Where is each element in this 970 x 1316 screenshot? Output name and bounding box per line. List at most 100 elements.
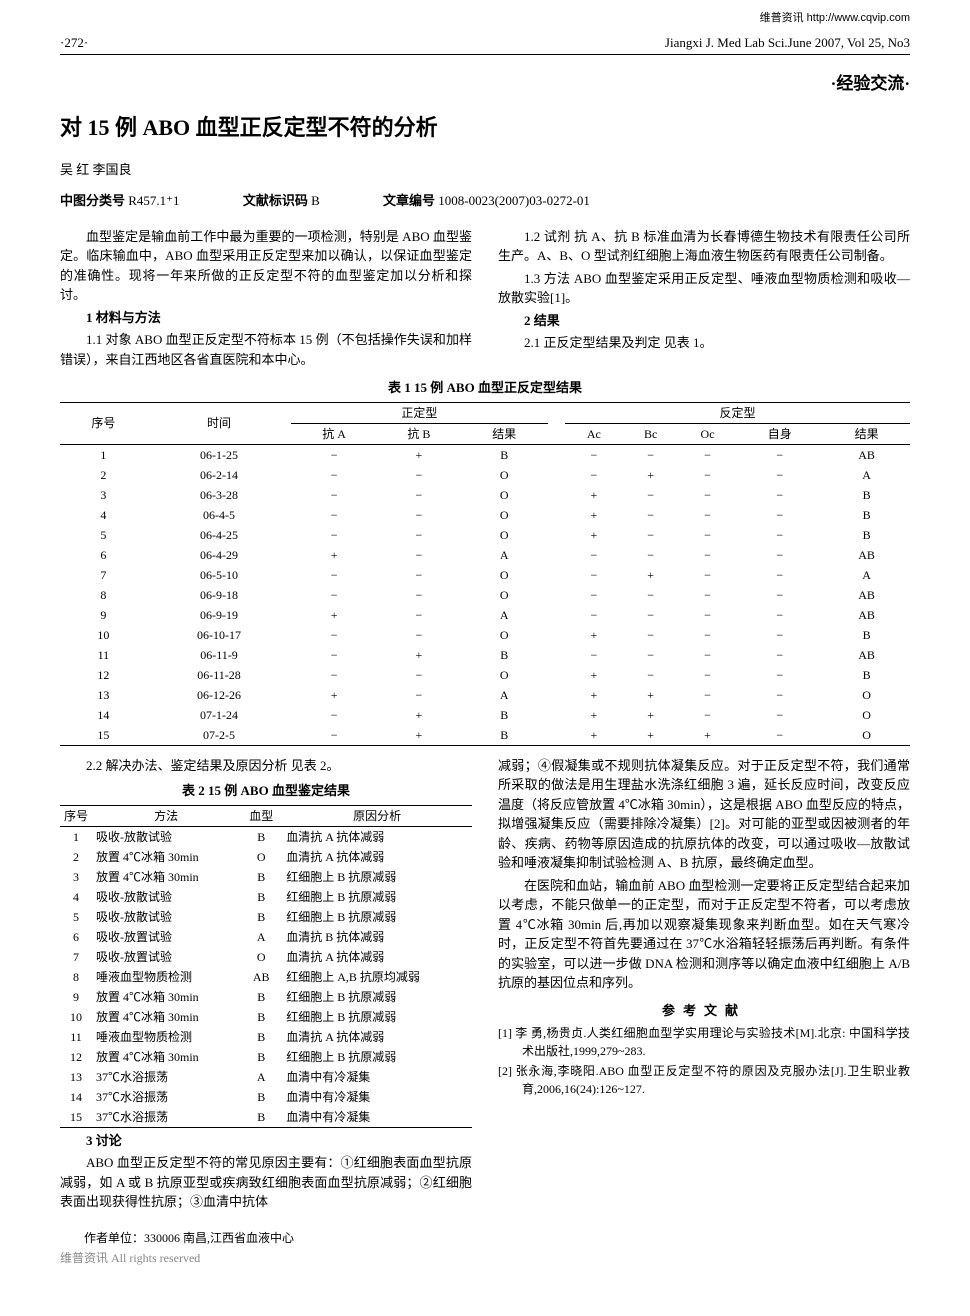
table-cell: O: [461, 525, 548, 545]
heading-2: 2 结果: [498, 311, 910, 331]
table2: 序号 方法 血型 原因分析 1吸收-放散试验B血清抗 A 抗体减弱2放置 4℃冰…: [60, 805, 472, 1128]
table1: 序号 时间 正定型 反定型 抗 A 抗 B 结果 Ac Bc Oc 自身 结果 …: [60, 402, 910, 746]
running-header: ·272· Jiangxi J. Med Lab Sci.June 2007, …: [60, 33, 910, 56]
upper-columns: 血型鉴定是输血前工作中最为重要的一项检测，特别是 ABO 血型鉴定。临床输血中，…: [60, 227, 910, 373]
table-cell: 1: [60, 826, 92, 847]
table-cell: 14: [60, 705, 147, 725]
lower-right-col: 减弱；④假凝集或不规则抗体凝集反应。对于正反定型不符，我们通常所采取的做法是用生…: [498, 756, 910, 1215]
table-cell: 血清抗 A 抗体减弱: [282, 826, 472, 847]
table-cell: +: [377, 725, 461, 746]
table-cell: 血清中有冷凝集: [282, 1107, 472, 1128]
table-cell: AB: [823, 545, 910, 565]
table-cell: 10: [60, 1007, 92, 1027]
table-cell: [548, 465, 565, 485]
table-cell: [548, 645, 565, 665]
table-cell: 放置 4℃冰箱 30min: [92, 1047, 240, 1067]
table-cell: B: [461, 705, 548, 725]
table-cell: +: [623, 685, 679, 705]
th-antiA: 抗 A: [291, 423, 377, 444]
th-seq: 序号: [60, 402, 147, 444]
page-number: ·272·: [60, 33, 88, 53]
th-Bc: Bc: [623, 423, 679, 444]
table-cell: [548, 565, 565, 585]
table-cell: B: [240, 1047, 282, 1067]
table-cell: B: [240, 826, 282, 847]
table-cell: 血清抗 A 抗体减弱: [282, 847, 472, 867]
th-res1: 结果: [461, 423, 548, 444]
table-cell: 10: [60, 625, 147, 645]
doc-code: B: [311, 193, 320, 208]
table-cell: −: [377, 545, 461, 565]
table-cell: 红细胞上 B 抗原减弱: [282, 1007, 472, 1027]
table-cell: −: [565, 444, 623, 465]
table-cell: −: [679, 705, 737, 725]
table-cell: +: [565, 705, 623, 725]
table-cell: −: [679, 585, 737, 605]
class-no: R457.1⁺1: [128, 193, 179, 208]
table-cell: O: [461, 585, 548, 605]
table-cell: 7: [60, 947, 92, 967]
table-cell: +: [565, 505, 623, 525]
table-cell: −: [291, 485, 377, 505]
table-cell: O: [823, 685, 910, 705]
authors: 吴 红 李国良: [60, 160, 910, 180]
references-list: [1] 李 勇,杨贵贞.人类红细胞血型学实用理论与实验技术[M].北京: 中国科…: [498, 1024, 910, 1098]
table2-caption: 表 2 15 例 ABO 血型鉴定结果: [60, 781, 472, 801]
table-cell: −: [291, 505, 377, 525]
table-cell: −: [736, 645, 823, 665]
table-cell: 吸收-放散试验: [92, 907, 240, 927]
table-cell: +: [623, 705, 679, 725]
table-cell: 37℃水浴振荡: [92, 1087, 240, 1107]
table-cell: 吸收-放散试验: [92, 887, 240, 907]
table-cell: 5: [60, 907, 92, 927]
table-cell: −: [291, 645, 377, 665]
table-cell: +: [377, 444, 461, 465]
table-cell: −: [291, 444, 377, 465]
table-cell: +: [565, 665, 623, 685]
table-cell: O: [461, 465, 548, 485]
table-cell: 06-4-25: [147, 525, 292, 545]
table-cell: 放置 4℃冰箱 30min: [92, 987, 240, 1007]
th-time: 时间: [147, 402, 292, 444]
lower-left-col: 2.2 解决办法、鉴定结果及原因分析 见表 2。 表 2 15 例 ABO 血型…: [60, 756, 472, 1215]
table-cell: 06-2-14: [147, 465, 292, 485]
para-1-1: 1.1 对象 ABO 血型正反定型不符标本 15 例（不包括操作失误和加样错误）…: [60, 330, 472, 369]
table-cell: −: [623, 605, 679, 625]
table-cell: 3: [60, 867, 92, 887]
heading-1: 1 材料与方法: [60, 308, 472, 328]
table-cell: 06-11-9: [147, 645, 292, 665]
t2-method: 方法: [92, 805, 240, 826]
table-cell: −: [377, 605, 461, 625]
table-cell: 06-1-25: [147, 444, 292, 465]
table-cell: [548, 705, 565, 725]
table-cell: 06-5-10: [147, 565, 292, 585]
table-cell: +: [291, 605, 377, 625]
table-cell: +: [377, 645, 461, 665]
table-cell: −: [565, 605, 623, 625]
intro-paragraph: 血型鉴定是输血前工作中最为重要的一项检测，特别是 ABO 血型鉴定。临床输血中，…: [60, 227, 472, 305]
table-cell: −: [377, 505, 461, 525]
table-cell: −: [377, 465, 461, 485]
th-self: 自身: [736, 423, 823, 444]
table-cell: −: [291, 565, 377, 585]
table-cell: 血清中有冷凝集: [282, 1067, 472, 1087]
table-cell: 15: [60, 1107, 92, 1128]
table-cell: O: [461, 625, 548, 645]
th-reverse-group: 反定型: [565, 402, 910, 423]
table-cell: −: [623, 625, 679, 645]
table-cell: O: [240, 847, 282, 867]
table-cell: O: [823, 705, 910, 725]
table-cell: 7: [60, 565, 147, 585]
table-cell: [548, 685, 565, 705]
table-cell: −: [736, 725, 823, 746]
discussion-p2: 减弱；④假凝集或不规则抗体凝集反应。对于正反定型不符，我们通常所采取的做法是用生…: [498, 756, 910, 873]
table-cell: AB: [823, 645, 910, 665]
table-cell: −: [377, 485, 461, 505]
table-cell: AB: [823, 605, 910, 625]
table-cell: 吸收-放置试验: [92, 927, 240, 947]
table-cell: [548, 665, 565, 685]
table1-caption: 表 1 15 例 ABO 血型正反定型结果: [60, 378, 910, 398]
reference-item: [1] 李 勇,杨贵贞.人类红细胞血型学实用理论与实验技术[M].北京: 中国科…: [498, 1024, 910, 1060]
table-cell: B: [240, 867, 282, 887]
table-cell: B: [240, 1027, 282, 1047]
